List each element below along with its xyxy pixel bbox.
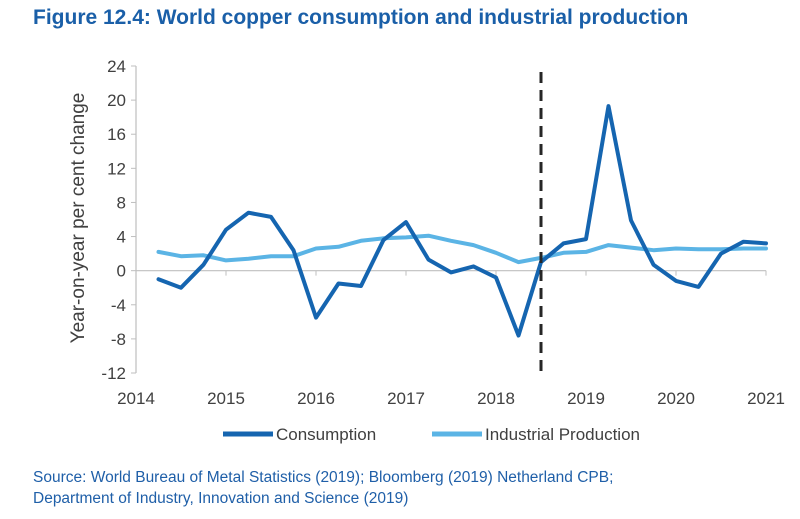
x-tick-label: 2014	[117, 389, 155, 408]
x-tick-label: 2017	[387, 389, 425, 408]
line-chart: Year-on-year per cent change 24201612840…	[68, 57, 785, 444]
x-tick-label: 2021	[747, 389, 785, 408]
y-axis-title: Year-on-year per cent change	[68, 93, 89, 344]
x-tick-label: 2015	[207, 389, 245, 408]
y-tick-label: 12	[107, 159, 126, 178]
legend-industrial-production-label: Industrial Production	[485, 425, 640, 444]
industrial-production-line	[156, 233, 768, 265]
axes	[135, 66, 766, 373]
y-tick-label: -4	[111, 296, 126, 315]
chart-title: Figure 12.4: World copper consumption an…	[33, 6, 689, 29]
consumption-line	[156, 104, 768, 338]
y-tick-label: 16	[107, 125, 126, 144]
source-line-1: Source: World Bureau of Metal Statistics…	[33, 469, 614, 486]
y-tick-label: 4	[117, 228, 126, 247]
y-tick-label: 0	[117, 262, 126, 281]
x-axis-ticks: 2014 2015 2016 2017 2018 2019 2020 2021	[117, 270, 785, 408]
y-tick-label: -12	[101, 364, 126, 383]
y-tick-label: 20	[107, 91, 126, 110]
y-tick-label: 8	[117, 193, 126, 212]
x-tick-label: 2018	[477, 389, 515, 408]
legend-consumption-label: Consumption	[276, 425, 376, 444]
series-layer	[156, 72, 768, 378]
x-tick-label: 2016	[297, 389, 335, 408]
legend: Consumption Industrial Production	[223, 425, 640, 444]
y-axis-ticks: 24 20 16 12 8 4 0 -4 -8 -12	[101, 57, 136, 383]
source-note: Source: World Bureau of Metal Statistics…	[33, 467, 613, 509]
y-tick-label: -8	[111, 330, 126, 349]
y-tick-label: 24	[107, 57, 126, 76]
x-tick-label: 2020	[657, 389, 695, 408]
x-tick-label: 2019	[567, 389, 605, 408]
source-line-2: Department of Industry, Innovation and S…	[33, 490, 409, 507]
